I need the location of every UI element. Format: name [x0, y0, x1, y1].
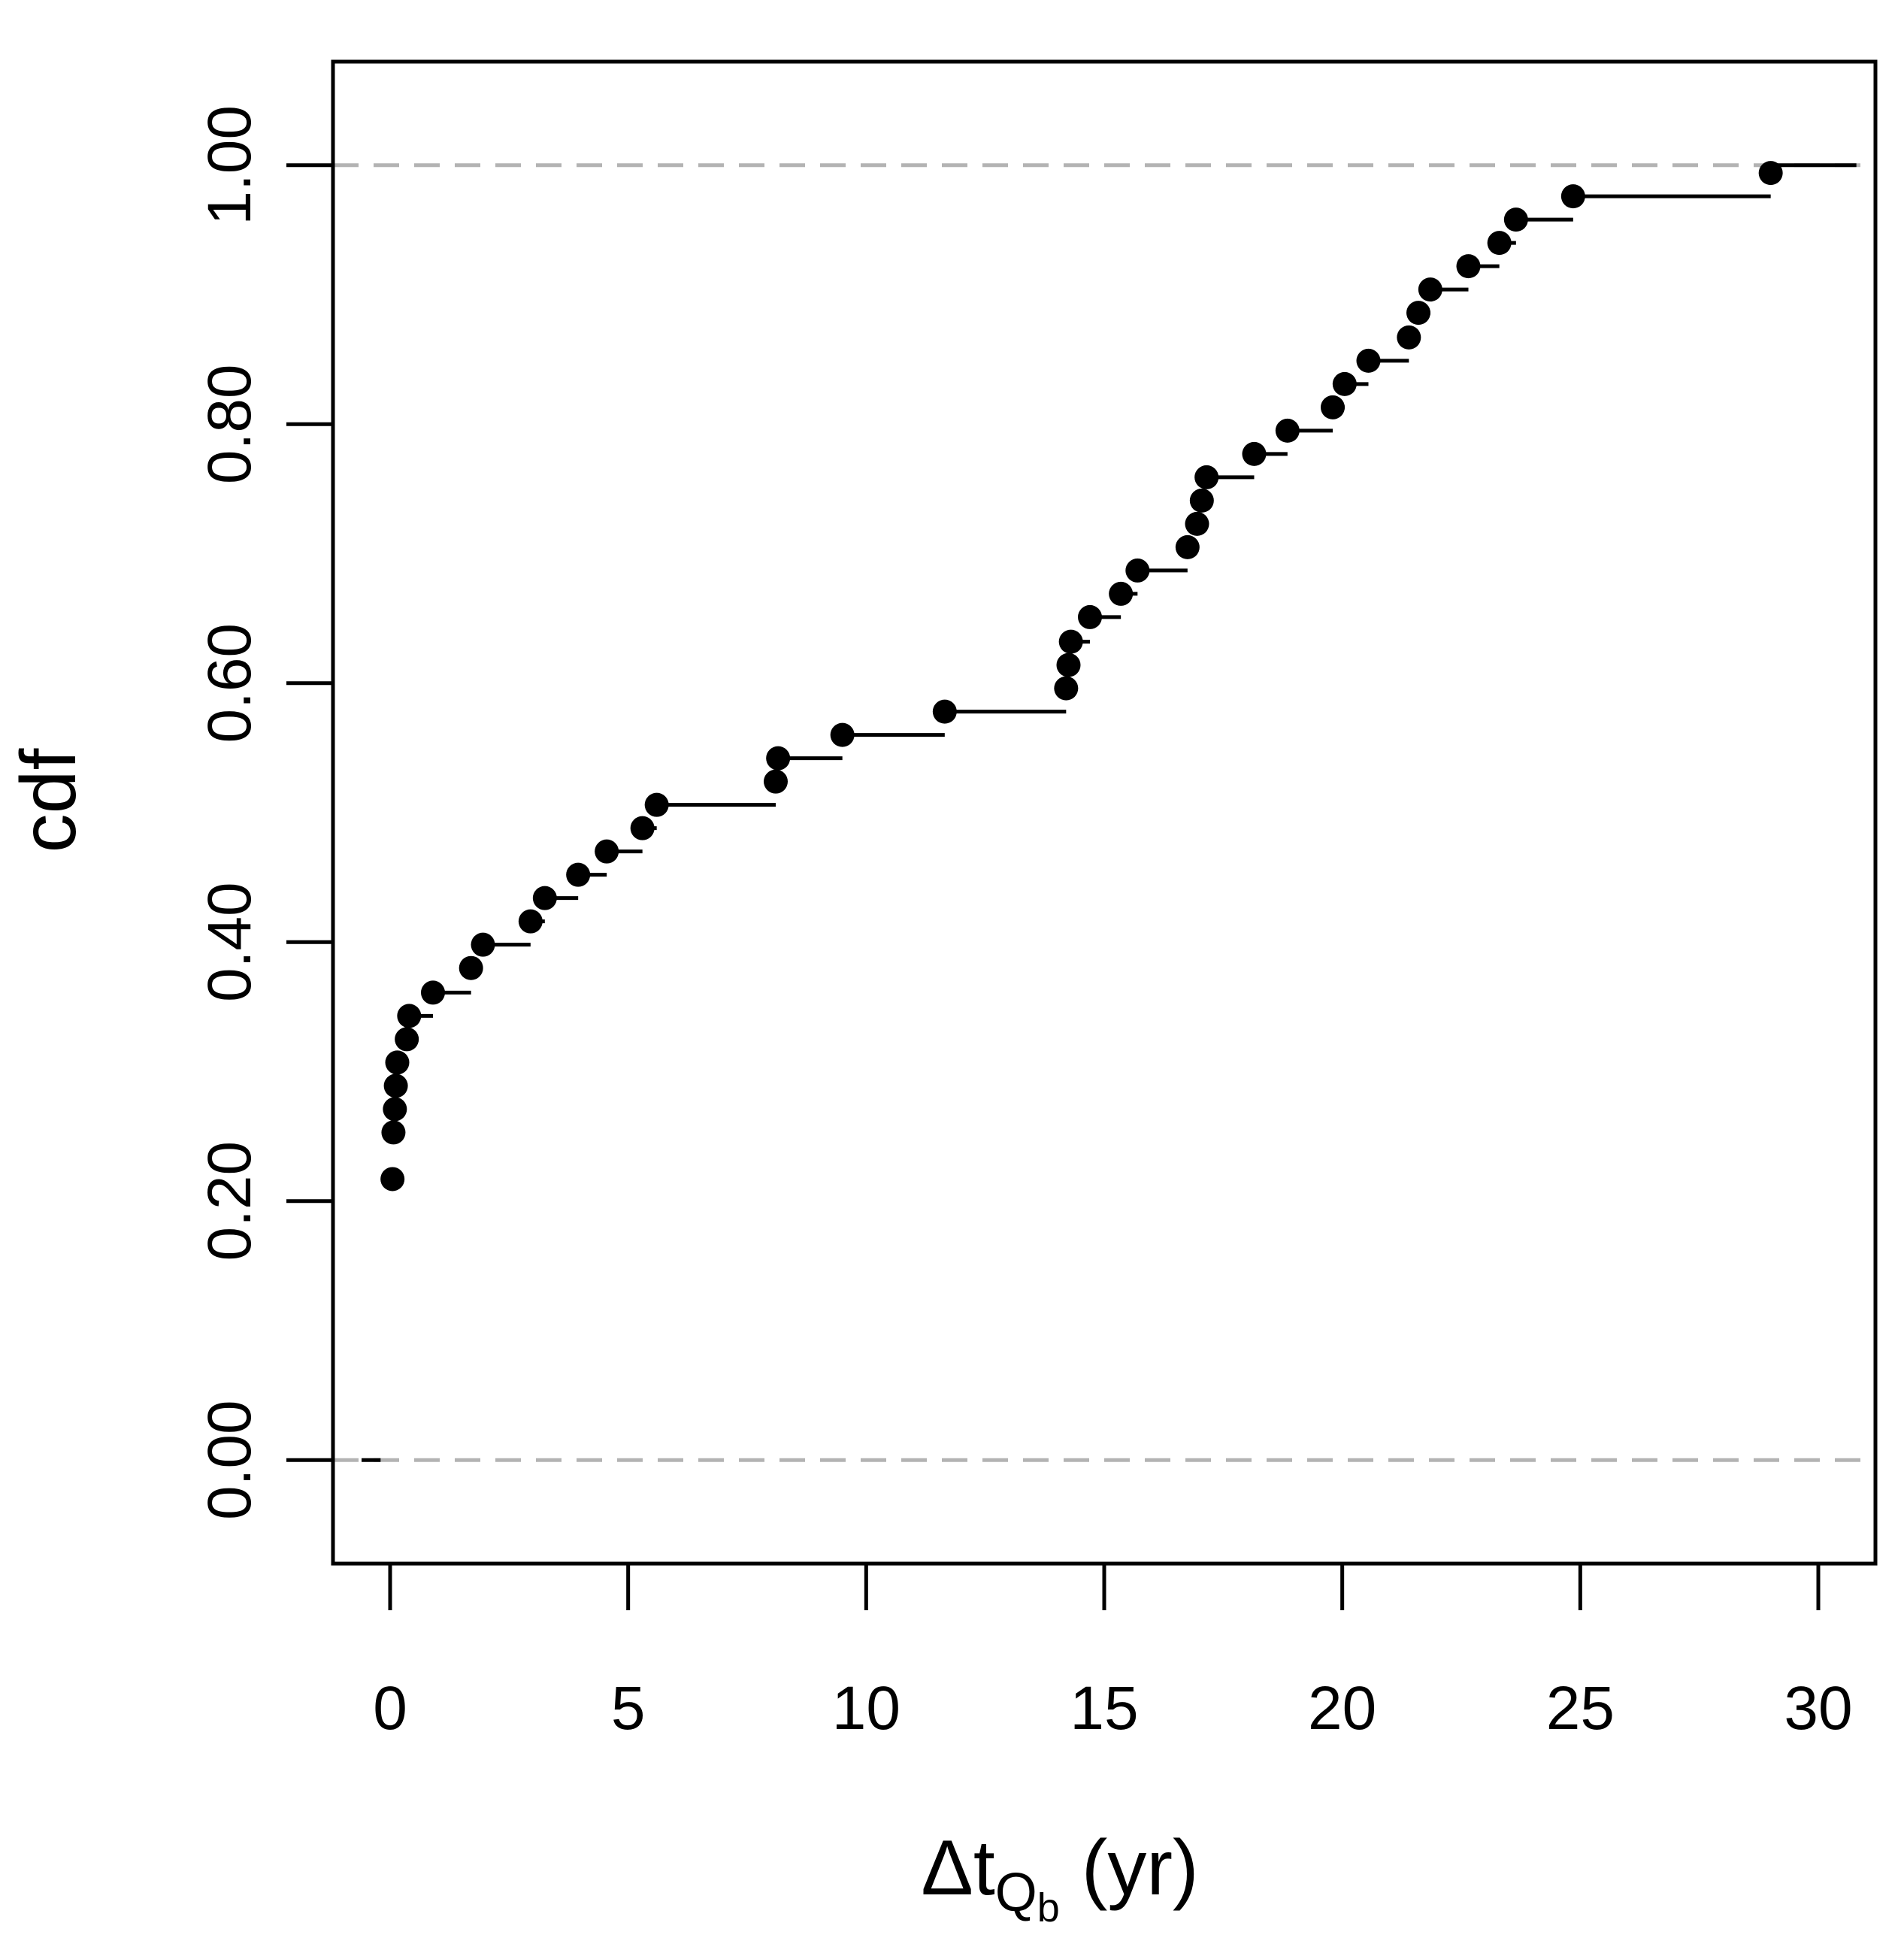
data-point [1175, 534, 1200, 559]
x-tick-label: 0 [373, 1674, 407, 1743]
data-point [764, 769, 788, 794]
data-point [518, 909, 543, 934]
data-point [397, 1004, 422, 1028]
y-tick-label: 0.80 [195, 364, 264, 484]
data-points [380, 161, 1783, 1192]
x-tick-label: 25 [1546, 1674, 1615, 1743]
data-point [1456, 254, 1481, 279]
data-point [532, 886, 557, 910]
x-axis-title-unit: (yr) [1060, 1824, 1199, 1912]
data-point [1560, 184, 1585, 209]
data-point [395, 1027, 419, 1052]
data-point [932, 699, 957, 724]
data-point [383, 1097, 407, 1122]
reference-lines [333, 163, 1875, 1462]
y-axis: 0.00 0.20 0.40 0.60 0.80 1.00 [195, 105, 335, 1520]
data-point [1418, 277, 1442, 302]
data-point [471, 932, 495, 957]
data-point [1487, 231, 1512, 256]
x-axis-title: ΔtQb (yr) [921, 1824, 1198, 1930]
data-point [1332, 371, 1357, 396]
y-axis-title: cdf [5, 748, 92, 853]
x-axis-title-subsubscript: b [1037, 1885, 1060, 1930]
data-point [830, 722, 855, 747]
data-point [380, 1167, 405, 1192]
x-axis-title-subscript: Q [995, 1863, 1037, 1923]
data-point [766, 746, 791, 771]
data-point [566, 862, 591, 887]
data-point [385, 1050, 410, 1075]
y-tick-label: 0.20 [195, 1141, 264, 1261]
data-point [1058, 629, 1083, 654]
y-tick-label: 0.40 [195, 882, 264, 1002]
x-tick-label: 15 [1070, 1674, 1138, 1743]
data-point [421, 980, 445, 1005]
data-point [1185, 511, 1209, 536]
x-axis: 0 5 10 15 20 25 30 [373, 1561, 1853, 1743]
y-tick-label: 0.60 [195, 623, 264, 743]
data-point [1056, 653, 1081, 677]
step-segments [362, 163, 1857, 1462]
data-point [1503, 207, 1528, 232]
y-tick-label: 1.00 [195, 105, 264, 226]
data-point [630, 816, 655, 840]
plot-frame [331, 59, 1878, 1566]
data-point [1275, 418, 1300, 443]
data-point [644, 792, 669, 817]
data-point [1109, 581, 1134, 606]
x-tick-label: 20 [1308, 1674, 1376, 1743]
data-point [383, 1073, 408, 1098]
data-point [1125, 558, 1150, 583]
data-point [1194, 465, 1219, 489]
data-point [595, 839, 619, 864]
data-point [1321, 395, 1345, 419]
data-point [1189, 488, 1214, 513]
data-point [1758, 161, 1783, 186]
x-axis-title-main: Δt [921, 1824, 994, 1912]
data-point [1242, 441, 1267, 466]
x-tick-label: 30 [1784, 1674, 1852, 1743]
data-point [1078, 604, 1102, 629]
data-point [1397, 325, 1421, 350]
y-tick-label: 0.00 [195, 1400, 264, 1520]
x-tick-label: 5 [611, 1674, 646, 1743]
data-point [381, 1120, 406, 1145]
data-point [1356, 348, 1381, 373]
data-point [1406, 301, 1430, 326]
data-point [1054, 676, 1079, 701]
x-tick-label: 10 [832, 1674, 901, 1743]
data-point [459, 955, 483, 980]
